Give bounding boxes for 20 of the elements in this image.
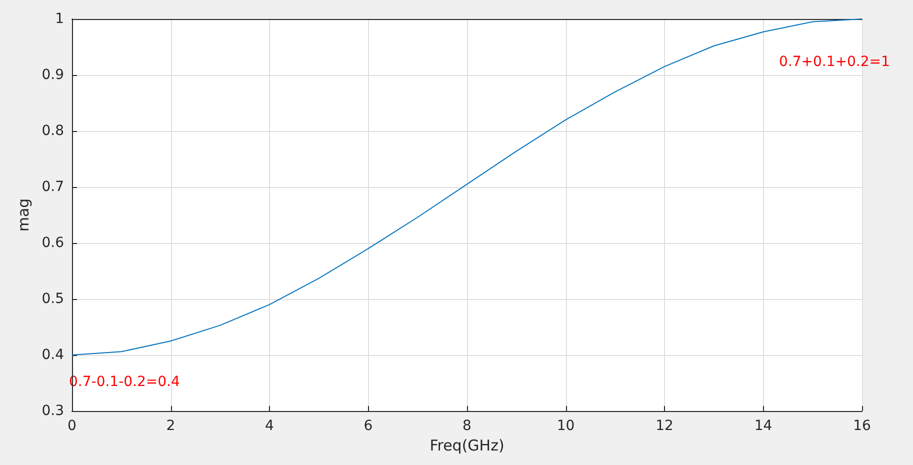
- x-axis-title: Freq(GHz): [430, 436, 504, 454]
- y-tick-label: 1: [55, 11, 64, 27]
- x-tick-label: 2: [166, 418, 176, 434]
- y-tick-label: 0.5: [42, 291, 64, 307]
- x-tick-label: 4: [265, 418, 274, 434]
- y-tick-label: 0.6: [42, 235, 64, 251]
- y-tick-label: 0.3: [42, 403, 64, 419]
- x-tick-label: 12: [656, 418, 674, 434]
- y-tick-label: 0.9: [42, 67, 64, 83]
- x-tick-label: 14: [754, 418, 772, 434]
- y-axis-title: mag: [14, 198, 32, 232]
- annotation: 0.7+0.1+0.2=1: [779, 54, 890, 70]
- y-tick-label: 0.4: [42, 347, 64, 363]
- y-tick-label: 0.8: [42, 123, 64, 139]
- y-tick-label: 0.7: [42, 179, 64, 195]
- x-tick-label: 6: [364, 418, 373, 434]
- x-tick-label: 8: [462, 418, 472, 434]
- x-tick-label: 10: [556, 418, 575, 434]
- x-tick-label: 0: [68, 418, 76, 434]
- x-tick-label: 16: [853, 418, 871, 434]
